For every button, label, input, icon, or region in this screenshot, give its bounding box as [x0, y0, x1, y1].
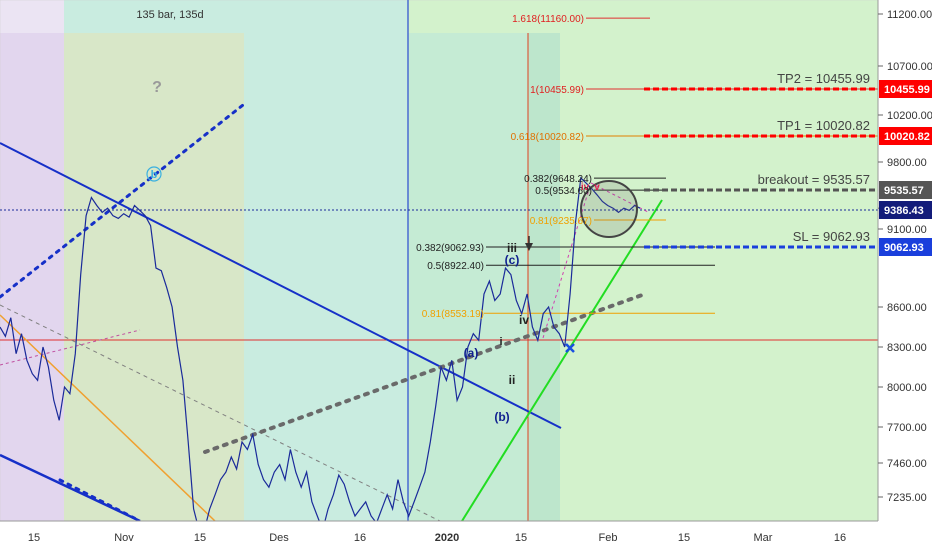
wave-label-i: i — [499, 336, 502, 348]
x-tick-label: Feb — [599, 532, 618, 544]
wave-label-c: (c) — [505, 253, 520, 267]
x-tick-label: Nov — [114, 532, 134, 544]
target-label: TP1 = 10020.82 — [777, 118, 870, 133]
fib-upper-label: 0.81(9235.67) — [530, 216, 592, 227]
breakout-circle[interactable] — [580, 180, 638, 238]
zone-purple — [0, 33, 64, 521]
wave-label-b-paren: (b) — [494, 410, 509, 424]
y-tick-label: 11200.00 — [887, 9, 932, 21]
x-tick-label: 15 — [28, 532, 40, 544]
x-tick-label: Des — [269, 532, 289, 544]
dashed-diagonal — [0, 304, 441, 521]
wave-label-ii: ii — [509, 373, 516, 387]
price-badge — [879, 201, 932, 219]
x-tick-label: Mar — [754, 532, 773, 544]
zone-green-inner — [528, 33, 560, 521]
zone-purple-top — [0, 0, 64, 33]
arrow-down-icon — [525, 243, 533, 251]
orange-trend-line[interactable] — [0, 314, 216, 521]
channel-dotted-lower[interactable] — [58, 478, 142, 521]
pink-wedge-right — [590, 182, 649, 213]
y-tick-label: 7235.00 — [887, 492, 927, 504]
range-label: 135 bar, 135d — [136, 9, 203, 21]
wave-label-iii: iii — [507, 241, 517, 255]
x-tick-label: 16 — [354, 532, 366, 544]
wave-label-a: (a) — [464, 346, 479, 360]
price-badge-text: 10455.99 — [884, 84, 930, 96]
price-badge-text: 9062.93 — [884, 242, 924, 254]
y-tick-label: 9800.00 — [887, 157, 927, 169]
wave-label-iv-top: iv — [581, 182, 590, 193]
zone-tan — [64, 33, 244, 521]
rising-dotted-trendline[interactable] — [203, 292, 647, 454]
channel-dotted-upper[interactable] — [0, 103, 245, 299]
y-tick-label: 7460.00 — [887, 458, 927, 470]
x-tick-label: 15 — [515, 532, 527, 544]
y-tick-label: 7700.00 — [887, 422, 927, 434]
y-tick-label: 10700.00 — [887, 61, 932, 73]
pink-dashed — [0, 329, 141, 366]
wave-label-b: b — [151, 169, 158, 181]
target-label: TP2 = 10455.99 — [777, 71, 870, 86]
price-series-line[interactable] — [0, 176, 641, 530]
wave-b-circle — [146, 166, 162, 182]
price-badge — [879, 127, 932, 145]
target-label: breakout = 9535.57 — [758, 172, 870, 187]
price-badge — [879, 80, 932, 98]
y-tick-label: 10200.00 — [887, 110, 932, 122]
price-badge-text: 9535.57 — [884, 185, 924, 197]
x-tick-label: 15 — [678, 532, 690, 544]
green-trendline[interactable] — [461, 199, 663, 521]
fib-lower-label: 0.382(9062.93) — [416, 243, 484, 254]
fib-lower-label: 0.81(8553.19) — [422, 309, 484, 320]
channel-upper-line[interactable] — [0, 142, 562, 429]
price-badge-text: 9386.43 — [884, 205, 924, 217]
fib-upper-label: 0.5(9534.60) — [535, 186, 592, 197]
y-tick-label: 8300.00 — [887, 342, 927, 354]
y-tick-label: 8600.00 — [887, 302, 927, 314]
wave-label-iv: iv — [519, 313, 529, 327]
x-tick-label: 16 — [834, 532, 846, 544]
y-tick-label: 9100.00 — [887, 224, 927, 236]
wave-label-v-top: v — [594, 182, 600, 193]
fib-ext-label: 1(10455.99) — [530, 85, 584, 96]
x-tick-label: 2020 — [435, 532, 459, 544]
cross-marker-icon — [565, 343, 575, 353]
price-badge — [879, 181, 932, 199]
question-mark-label: ? — [152, 79, 162, 96]
target-label: SL = 9062.93 — [793, 229, 870, 244]
fib-upper-label: 0.382(9648.24) — [524, 174, 592, 185]
fib-ext-label: 0.618(10020.82) — [511, 132, 584, 143]
price-badge — [879, 238, 932, 256]
time-axis[interactable] — [0, 521, 932, 550]
fib-lower-label: 0.5(8922.40) — [427, 261, 484, 272]
fib-ext-label: 1.618(11160.00) — [512, 14, 584, 25]
y-tick-label: 8000.00 — [887, 382, 927, 394]
x-tick-label: 15 — [194, 532, 206, 544]
price-badge-text: 10020.82 — [884, 131, 930, 143]
zone-green-dark — [408, 33, 528, 521]
